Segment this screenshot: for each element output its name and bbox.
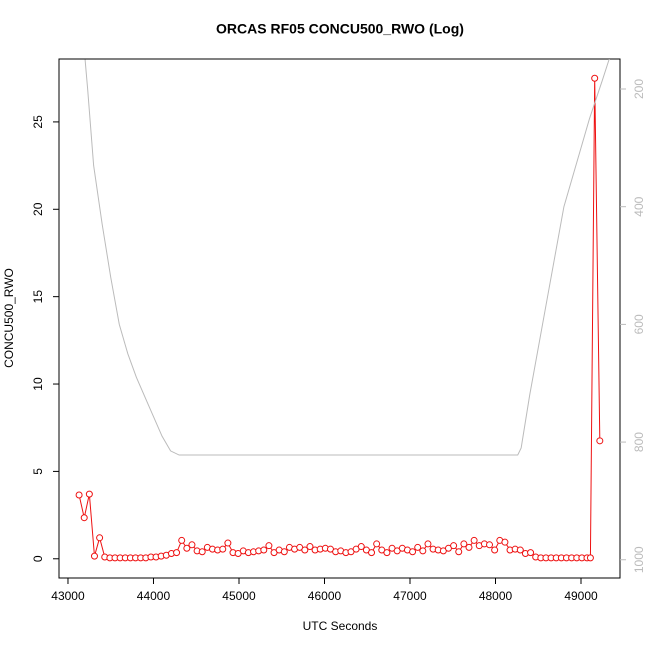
point (96, 534, 104, 542)
plot-frame (58, 58, 621, 579)
point (596, 437, 604, 445)
point (491, 546, 499, 554)
y-tick-label: 20 (31, 202, 45, 216)
point (455, 548, 463, 556)
point (470, 536, 478, 544)
point (224, 539, 232, 547)
point (280, 548, 288, 556)
x-tick-label: 49000 (564, 589, 598, 603)
point (368, 549, 376, 557)
point (357, 543, 365, 551)
y-tick-label: 15 (31, 290, 45, 304)
x-tick-label: 46000 (308, 589, 342, 603)
y-tick-label: 0 (31, 555, 45, 562)
point (198, 548, 206, 556)
point (383, 549, 391, 557)
point (301, 546, 309, 554)
x-tick-label: 47000 (393, 589, 427, 603)
x-tick-label: 44000 (137, 589, 171, 603)
point (586, 554, 594, 562)
point (265, 542, 273, 550)
x-tick-label: 43000 (51, 589, 85, 603)
point (501, 538, 509, 546)
y2-tick-label: 800 (632, 432, 646, 452)
chart-title: ORCAS RF05 CONCU500_RWO (Log) (216, 21, 464, 37)
point (80, 514, 88, 522)
y-tick-label: 5 (31, 468, 45, 475)
plot-area (75, 59, 610, 562)
y-tick-label: 10 (31, 377, 45, 391)
point (188, 541, 196, 549)
point (260, 546, 268, 554)
y2-tick-label: 400 (632, 196, 646, 216)
y-axis-label: CONCU500_RWO (2, 268, 16, 368)
point (465, 543, 473, 551)
point (450, 542, 458, 550)
point (419, 547, 427, 555)
point (178, 536, 186, 544)
point (373, 540, 381, 548)
point (424, 540, 432, 548)
y2-tick-label: 1000 (632, 546, 646, 573)
point (486, 541, 494, 549)
point (527, 549, 535, 557)
point (414, 543, 422, 551)
point (591, 74, 599, 82)
point (75, 491, 83, 499)
point (516, 546, 524, 554)
point (173, 549, 181, 557)
y2-tick-label: 200 (632, 79, 646, 99)
point (90, 552, 98, 560)
point (219, 545, 227, 553)
point (183, 544, 191, 552)
series-line (84, 59, 610, 456)
x-tick-label: 48000 (479, 589, 513, 603)
point (85, 490, 93, 498)
x-tick-label: 45000 (222, 589, 256, 603)
point (409, 548, 417, 556)
point (460, 540, 468, 548)
y-tick-label: 25 (31, 115, 45, 129)
point (306, 543, 314, 551)
x-axis-label: UTC Seconds (303, 619, 378, 633)
y2-tick-label: 600 (632, 314, 646, 334)
